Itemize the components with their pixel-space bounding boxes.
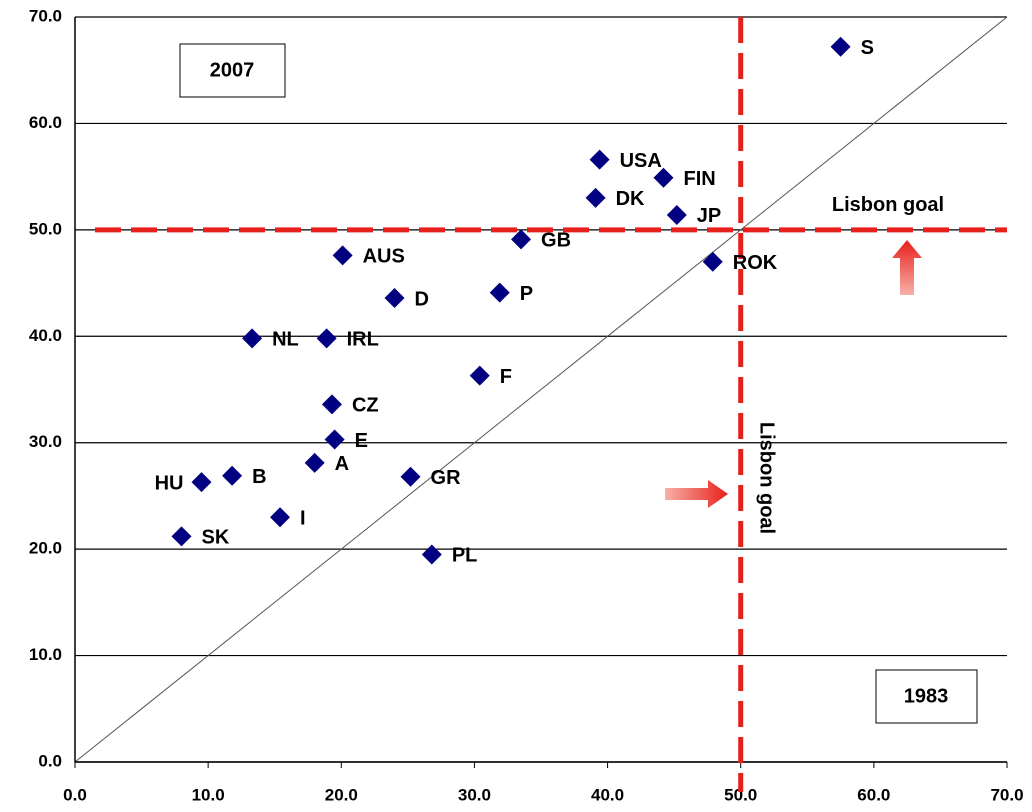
x-tick-label: 10.0 <box>192 785 225 804</box>
point-label: SK <box>202 527 230 549</box>
point-label: HU <box>155 472 184 494</box>
x-tick-label: 60.0 <box>857 785 890 804</box>
point <box>511 229 532 250</box>
point-label: S <box>861 37 874 59</box>
point <box>171 526 192 547</box>
point-label: A <box>335 453 349 475</box>
point <box>469 365 490 386</box>
reference-label: Lisbon goal <box>755 422 777 534</box>
point <box>653 167 674 188</box>
x-tick-label: 70.0 <box>990 785 1023 804</box>
point <box>222 465 243 486</box>
point-label: DK <box>616 188 645 210</box>
annotation: 2007 <box>210 59 255 81</box>
point-label: D <box>415 288 429 310</box>
point <box>489 282 510 303</box>
point-label: PL <box>452 545 478 567</box>
point <box>421 544 442 565</box>
point-label: FIN <box>683 168 715 190</box>
point <box>589 149 610 170</box>
x-tick-label: 30.0 <box>458 785 491 804</box>
point <box>316 328 337 349</box>
point-label: P <box>520 283 533 305</box>
point-label: CZ <box>352 395 379 417</box>
grid <box>74 16 1008 768</box>
point <box>304 452 325 473</box>
point <box>324 429 345 450</box>
diagonal-line <box>74 16 1008 763</box>
y-tick-label: 50.0 <box>29 219 62 238</box>
y-tick-label: 10.0 <box>29 645 62 664</box>
point-label: AUS <box>363 246 405 268</box>
point <box>242 328 263 349</box>
x-tick-label: 20.0 <box>325 785 358 804</box>
point <box>830 36 851 57</box>
point <box>384 287 405 308</box>
y-tick-label: 70.0 <box>29 6 62 25</box>
point-label: NL <box>272 329 299 351</box>
y-tick-label: 20.0 <box>29 539 62 558</box>
point-label: IRL <box>347 329 379 351</box>
point-label: F <box>500 366 512 388</box>
point-label: JP <box>697 205 721 227</box>
y-tick-label: 30.0 <box>29 432 62 451</box>
x-tick-label: 50.0 <box>724 785 757 804</box>
point-label: E <box>355 430 368 452</box>
annotation: 1983 <box>904 685 949 707</box>
annotation-box <box>179 43 286 98</box>
y-tick-label: 0.0 <box>38 751 62 770</box>
point-label: USA <box>620 150 662 172</box>
reference-label: Lisbon goal <box>832 194 944 216</box>
point-label: I <box>300 507 306 529</box>
x-tick-label: 40.0 <box>591 785 624 804</box>
annotation-box <box>875 669 978 724</box>
point <box>191 472 212 493</box>
point-label: ROK <box>733 252 778 274</box>
point <box>400 466 421 487</box>
point <box>332 245 353 266</box>
point <box>666 204 687 225</box>
point-label: B <box>252 466 266 488</box>
y-tick-label: 40.0 <box>29 326 62 345</box>
y-tick-label: 60.0 <box>29 113 62 132</box>
point <box>702 251 723 272</box>
point <box>321 394 342 415</box>
point-label: GB <box>541 230 571 252</box>
point <box>270 507 291 528</box>
x-tick-label: 0.0 <box>63 785 87 804</box>
arrow-right <box>665 480 728 508</box>
arrow-up <box>892 240 922 295</box>
point-label: GR <box>431 467 462 489</box>
point <box>585 187 606 208</box>
